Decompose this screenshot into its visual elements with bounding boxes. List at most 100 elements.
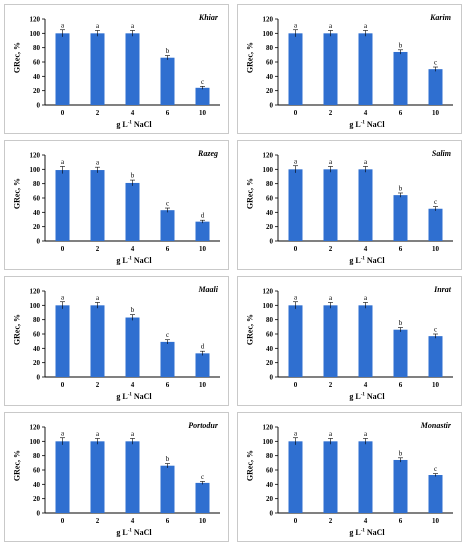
significance-letter: c (201, 78, 204, 86)
bar (288, 33, 303, 105)
y-tick-label: 100 (263, 438, 274, 446)
chart-title: Khiar (198, 13, 218, 22)
significance-letter: d (201, 343, 205, 351)
significance-letter: c (201, 473, 204, 481)
x-tick-label: 6 (166, 381, 170, 389)
x-tick-label: 10 (199, 109, 207, 117)
x-tick-label: 10 (432, 245, 440, 253)
bar (393, 329, 408, 377)
x-tick-label: 6 (399, 109, 403, 117)
bar (323, 33, 338, 105)
chart-title: Razeg (198, 149, 218, 158)
y-tick-label: 120 (30, 152, 41, 160)
bar (428, 475, 443, 513)
x-axis-label: g L-1 NaCl (116, 256, 152, 265)
y-tick-label: 60 (266, 331, 274, 339)
bar (288, 305, 303, 377)
plot-portodur: 0 20 40 60 80 100 120 a 0 a 2 a 4 b 6 c 10 (30, 424, 220, 525)
y-tick-label: 80 (266, 452, 274, 460)
x-axis-label: g L-1 NaCl (349, 256, 385, 265)
y-tick-label: 0 (37, 238, 41, 246)
plot-karim: 0 20 40 60 80 100 120 a 0 a 2 a 4 b 6 c 10 (263, 16, 453, 117)
significance-letter: b (131, 172, 135, 180)
y-tick-label: 80 (33, 316, 41, 324)
significance-letter: a (294, 157, 298, 165)
bar (125, 317, 140, 377)
bar (125, 33, 140, 105)
bar (55, 305, 70, 377)
bar (90, 441, 105, 513)
significance-letter: c (434, 59, 437, 67)
x-tick-label: 6 (166, 245, 170, 253)
bar (55, 441, 70, 513)
y-tick-label: 60 (33, 59, 41, 67)
panel-portodur: Portodur GRec, % g L-1 NaCl 0 20 40 60 80 100… (4, 412, 229, 542)
plot-khiar: 0 20 40 60 80 100 120 a 0 a 2 a 4 b 6 c 10 (30, 16, 220, 117)
significance-letter: a (131, 22, 135, 30)
significance-letter: a (96, 159, 100, 167)
plot-salim: 0 20 40 60 80 100 120 a 0 a 2 a 4 b 6 c 10 (263, 152, 453, 253)
panel-razeg: Razeg GRec, % g L-1 NaCl 0 20 40 60 80 100 120… (4, 140, 229, 270)
significance-letter: c (434, 465, 437, 473)
significance-letter: a (61, 429, 65, 437)
x-axis-label: g L-1 NaCl (116, 120, 152, 129)
significance-letter: c (434, 326, 437, 334)
bar (90, 305, 105, 377)
x-tick-label: 6 (166, 517, 170, 525)
y-tick-label: 100 (30, 438, 41, 446)
bar (358, 305, 373, 377)
bar (160, 210, 175, 241)
y-tick-label: 0 (37, 510, 41, 518)
y-tick-label: 80 (266, 316, 274, 324)
significance-letter: a (329, 158, 333, 166)
y-tick-label: 40 (266, 73, 274, 81)
bar (428, 208, 443, 241)
bar (195, 353, 210, 377)
bar (358, 33, 373, 105)
y-tick-label: 20 (266, 495, 274, 503)
x-tick-label: 10 (432, 517, 440, 525)
x-tick-label: 6 (399, 381, 403, 389)
significance-letter: b (399, 184, 403, 192)
significance-letter: a (294, 429, 298, 437)
plot-maali: 0 20 40 60 80 100 120 a 0 a 2 b 4 c 6 d 10 (30, 288, 220, 389)
y-tick-label: 80 (33, 44, 41, 52)
y-tick-label: 40 (33, 209, 41, 217)
significance-letter: a (364, 22, 368, 30)
y-tick-label: 120 (263, 288, 274, 296)
y-tick-label: 40 (266, 481, 274, 489)
y-tick-label: 40 (33, 345, 41, 353)
y-tick-label: 0 (270, 510, 274, 518)
bar (323, 441, 338, 513)
x-axis-label: g L-1 NaCl (116, 528, 152, 537)
bar (195, 221, 210, 241)
y-tick-label: 80 (266, 180, 274, 188)
significance-letter: a (61, 293, 65, 301)
y-tick-label: 80 (33, 180, 41, 188)
y-tick-label: 40 (33, 73, 41, 81)
x-tick-label: 4 (364, 109, 368, 117)
y-tick-label: 60 (266, 195, 274, 203)
significance-letter: a (61, 158, 65, 166)
x-tick-label: 4 (131, 517, 135, 525)
y-tick-label: 100 (263, 302, 274, 310)
significance-letter: b (399, 319, 403, 327)
x-tick-label: 6 (166, 109, 170, 117)
chart-title: Maali (198, 285, 218, 294)
plot-razeg: 0 20 40 60 80 100 120 a 0 a 2 b 4 c 6 d 10 (30, 152, 220, 253)
significance-letter: a (61, 21, 65, 29)
bar (195, 482, 210, 513)
significance-letter: a (364, 430, 368, 438)
bar (125, 441, 140, 513)
bar (393, 459, 408, 513)
y-tick-label: 0 (270, 374, 274, 382)
significance-letter: c (434, 198, 437, 206)
bar (323, 305, 338, 377)
panel-inrat: Inrat GRec, % g L-1 NaCl 0 20 40 60 80 100 120… (237, 276, 462, 406)
y-tick-label: 60 (33, 331, 41, 339)
y-tick-label: 0 (270, 238, 274, 246)
bar (358, 169, 373, 241)
x-tick-label: 0 (61, 109, 65, 117)
x-tick-label: 6 (399, 245, 403, 253)
y-tick-label: 20 (33, 359, 41, 367)
